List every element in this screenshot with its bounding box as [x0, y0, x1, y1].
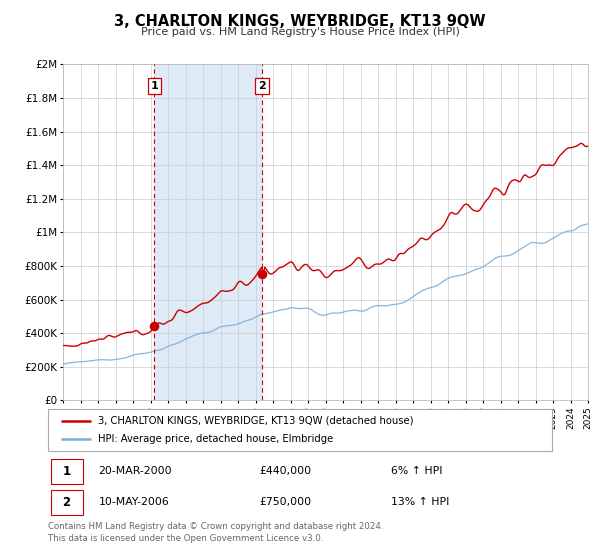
Text: 3, CHARLTON KINGS, WEYBRIDGE, KT13 9QW: 3, CHARLTON KINGS, WEYBRIDGE, KT13 9QW — [114, 14, 486, 29]
Text: 3, CHARLTON KINGS, WEYBRIDGE, KT13 9QW (detached house): 3, CHARLTON KINGS, WEYBRIDGE, KT13 9QW (… — [98, 416, 414, 426]
Text: 2: 2 — [258, 81, 266, 91]
Text: 2: 2 — [62, 496, 71, 509]
Text: 1: 1 — [151, 81, 158, 91]
Text: 6% ↑ HPI: 6% ↑ HPI — [391, 466, 442, 477]
Point — [149, 322, 159, 331]
FancyBboxPatch shape — [48, 409, 552, 451]
Text: Contains HM Land Registry data © Crown copyright and database right 2024.: Contains HM Land Registry data © Crown c… — [48, 522, 383, 531]
Text: This data is licensed under the Open Government Licence v3.0.: This data is licensed under the Open Gov… — [48, 534, 323, 543]
Bar — [154, 64, 262, 400]
Text: 13% ↑ HPI: 13% ↑ HPI — [391, 497, 449, 507]
Text: 10-MAY-2006: 10-MAY-2006 — [98, 497, 169, 507]
Text: HPI: Average price, detached house, Elmbridge: HPI: Average price, detached house, Elmb… — [98, 435, 334, 445]
Point — [257, 270, 267, 279]
Text: 1: 1 — [62, 465, 71, 478]
FancyBboxPatch shape — [50, 459, 83, 484]
FancyBboxPatch shape — [50, 491, 83, 515]
Text: 20-MAR-2000: 20-MAR-2000 — [98, 466, 172, 477]
Text: £750,000: £750,000 — [260, 497, 312, 507]
Text: Price paid vs. HM Land Registry's House Price Index (HPI): Price paid vs. HM Land Registry's House … — [140, 27, 460, 37]
Text: £440,000: £440,000 — [260, 466, 312, 477]
